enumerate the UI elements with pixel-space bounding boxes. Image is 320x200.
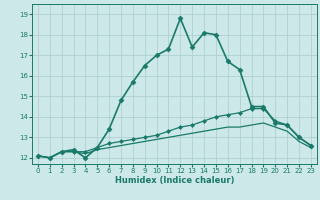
- X-axis label: Humidex (Indice chaleur): Humidex (Indice chaleur): [115, 176, 234, 185]
